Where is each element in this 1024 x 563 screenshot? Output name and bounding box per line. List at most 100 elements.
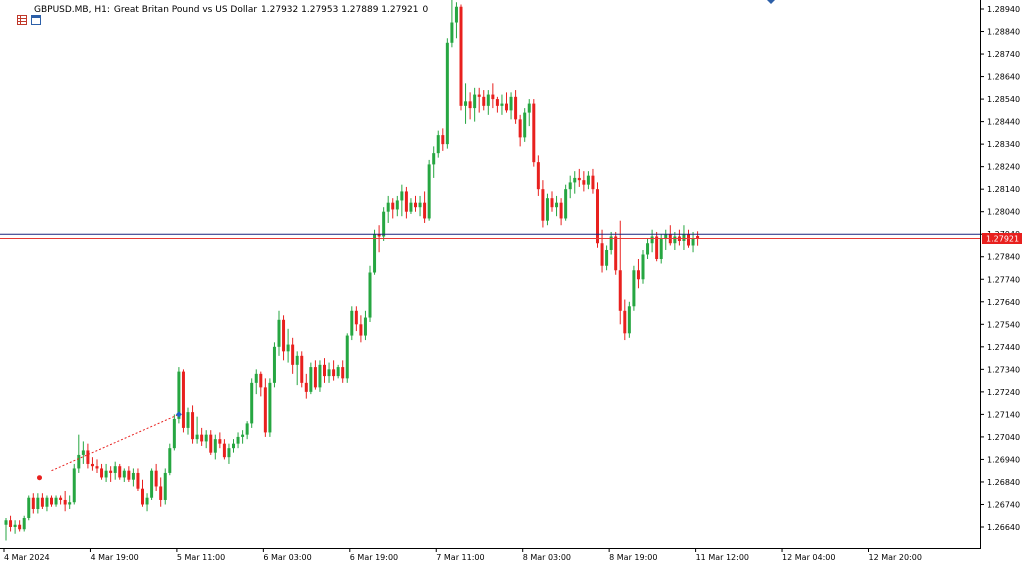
candle bbox=[63, 490, 67, 512]
candle-body bbox=[373, 234, 377, 273]
chart-grid-icon[interactable] bbox=[6, 5, 28, 25]
candle-body bbox=[254, 373, 258, 383]
candle-body bbox=[509, 96, 513, 111]
candle bbox=[109, 466, 113, 482]
candle-body bbox=[13, 524, 17, 527]
candle bbox=[464, 83, 468, 124]
candle-body bbox=[423, 202, 427, 219]
candle-body bbox=[541, 189, 545, 221]
candle bbox=[218, 432, 222, 449]
candle bbox=[441, 128, 445, 151]
candle bbox=[354, 306, 358, 332]
candle-body bbox=[368, 272, 372, 318]
candle bbox=[50, 495, 53, 507]
candle bbox=[432, 146, 436, 178]
candle bbox=[436, 130, 440, 158]
candle-body bbox=[354, 310, 358, 325]
time-axis[interactable]: 4 Mar 2024 4 Mar 19:00 5 Mar 11:00 6 Mar 03… bbox=[3, 548, 922, 562]
candle-body bbox=[250, 382, 254, 424]
candle-body bbox=[63, 499, 67, 505]
candle bbox=[227, 443, 231, 464]
candle bbox=[509, 92, 513, 120]
price-tick-label: 1.27040 bbox=[987, 433, 1020, 442]
extra-value: 0 bbox=[422, 5, 429, 15]
candle-body bbox=[245, 423, 249, 435]
time-tick-label: 11 Mar 12:00 bbox=[696, 553, 749, 562]
candle bbox=[414, 195, 417, 212]
candle bbox=[163, 468, 167, 505]
candle-body bbox=[218, 439, 222, 444]
candle bbox=[591, 168, 595, 194]
candle-body bbox=[109, 470, 113, 473]
candle-body bbox=[441, 135, 445, 145]
candle bbox=[559, 198, 563, 226]
candle bbox=[136, 468, 140, 491]
candle bbox=[313, 360, 317, 390]
price-tick-label: 1.27540 bbox=[987, 320, 1020, 329]
candle-body bbox=[623, 310, 627, 334]
ohlc-values: 1.27932 1.27953 1.27889 1.27921 bbox=[261, 5, 419, 15]
candle-body bbox=[286, 344, 290, 352]
candle bbox=[181, 369, 185, 433]
candle bbox=[204, 430, 208, 449]
candle-body bbox=[605, 249, 609, 266]
candle-body bbox=[436, 135, 440, 154]
candle bbox=[527, 99, 531, 127]
price-axis[interactable]: 1.28940 1.28840 1.28740 1.28640 1.28540 1.284… bbox=[980, 5, 1022, 532]
candle bbox=[568, 175, 572, 199]
candle-body bbox=[409, 202, 413, 212]
candle-body bbox=[614, 236, 618, 271]
candle-body bbox=[104, 470, 108, 478]
trend-line-anchor-start[interactable] bbox=[37, 475, 42, 481]
candle-body bbox=[209, 434, 213, 453]
candle bbox=[127, 466, 131, 482]
candle-body bbox=[22, 517, 26, 530]
price-tick-label: 1.26640 bbox=[987, 523, 1020, 532]
candle bbox=[495, 96, 499, 113]
candle-body bbox=[27, 497, 31, 518]
trend-line-anchor-end[interactable] bbox=[175, 411, 182, 418]
candle bbox=[545, 193, 549, 226]
candle-body bbox=[72, 468, 76, 503]
candle bbox=[468, 92, 472, 120]
candle bbox=[77, 434, 81, 473]
chart-window-icon[interactable] bbox=[20, 5, 42, 25]
candle bbox=[254, 369, 258, 395]
candle bbox=[250, 378, 254, 428]
candle-body bbox=[195, 434, 199, 440]
candle-body bbox=[495, 99, 499, 106]
candle-body bbox=[213, 439, 217, 453]
candle bbox=[150, 468, 154, 500]
candle-body bbox=[450, 22, 454, 43]
candle bbox=[232, 439, 235, 453]
candle-body bbox=[427, 164, 431, 219]
candle bbox=[523, 108, 527, 142]
candle bbox=[327, 362, 331, 383]
price-tick-label: 1.27240 bbox=[987, 388, 1020, 397]
candle-body bbox=[523, 112, 527, 138]
price-tick-label: 1.28540 bbox=[987, 95, 1020, 104]
candle-body bbox=[550, 198, 554, 208]
candle-body bbox=[145, 497, 149, 505]
candle-body bbox=[473, 94, 477, 109]
candle-body bbox=[4, 520, 8, 525]
candle bbox=[236, 432, 240, 449]
candle-body bbox=[241, 434, 245, 437]
candle bbox=[122, 468, 126, 482]
candle-body bbox=[59, 497, 63, 500]
candle-body bbox=[609, 236, 613, 250]
overlay-layer bbox=[0, 0, 980, 481]
time-tick-label: 6 Mar 19:00 bbox=[350, 553, 398, 562]
candle bbox=[186, 407, 190, 435]
candle-body bbox=[696, 236, 700, 239]
candle-body bbox=[341, 367, 345, 379]
candle bbox=[691, 231, 695, 253]
symbol-description: Great Britan Pound vs US Dollar bbox=[113, 5, 258, 15]
candle bbox=[259, 371, 263, 397]
candle bbox=[27, 495, 31, 521]
candle-body bbox=[113, 466, 117, 473]
candle-body bbox=[659, 238, 663, 259]
candle bbox=[300, 351, 304, 388]
scroll-marker-icon[interactable] bbox=[767, 0, 775, 4]
